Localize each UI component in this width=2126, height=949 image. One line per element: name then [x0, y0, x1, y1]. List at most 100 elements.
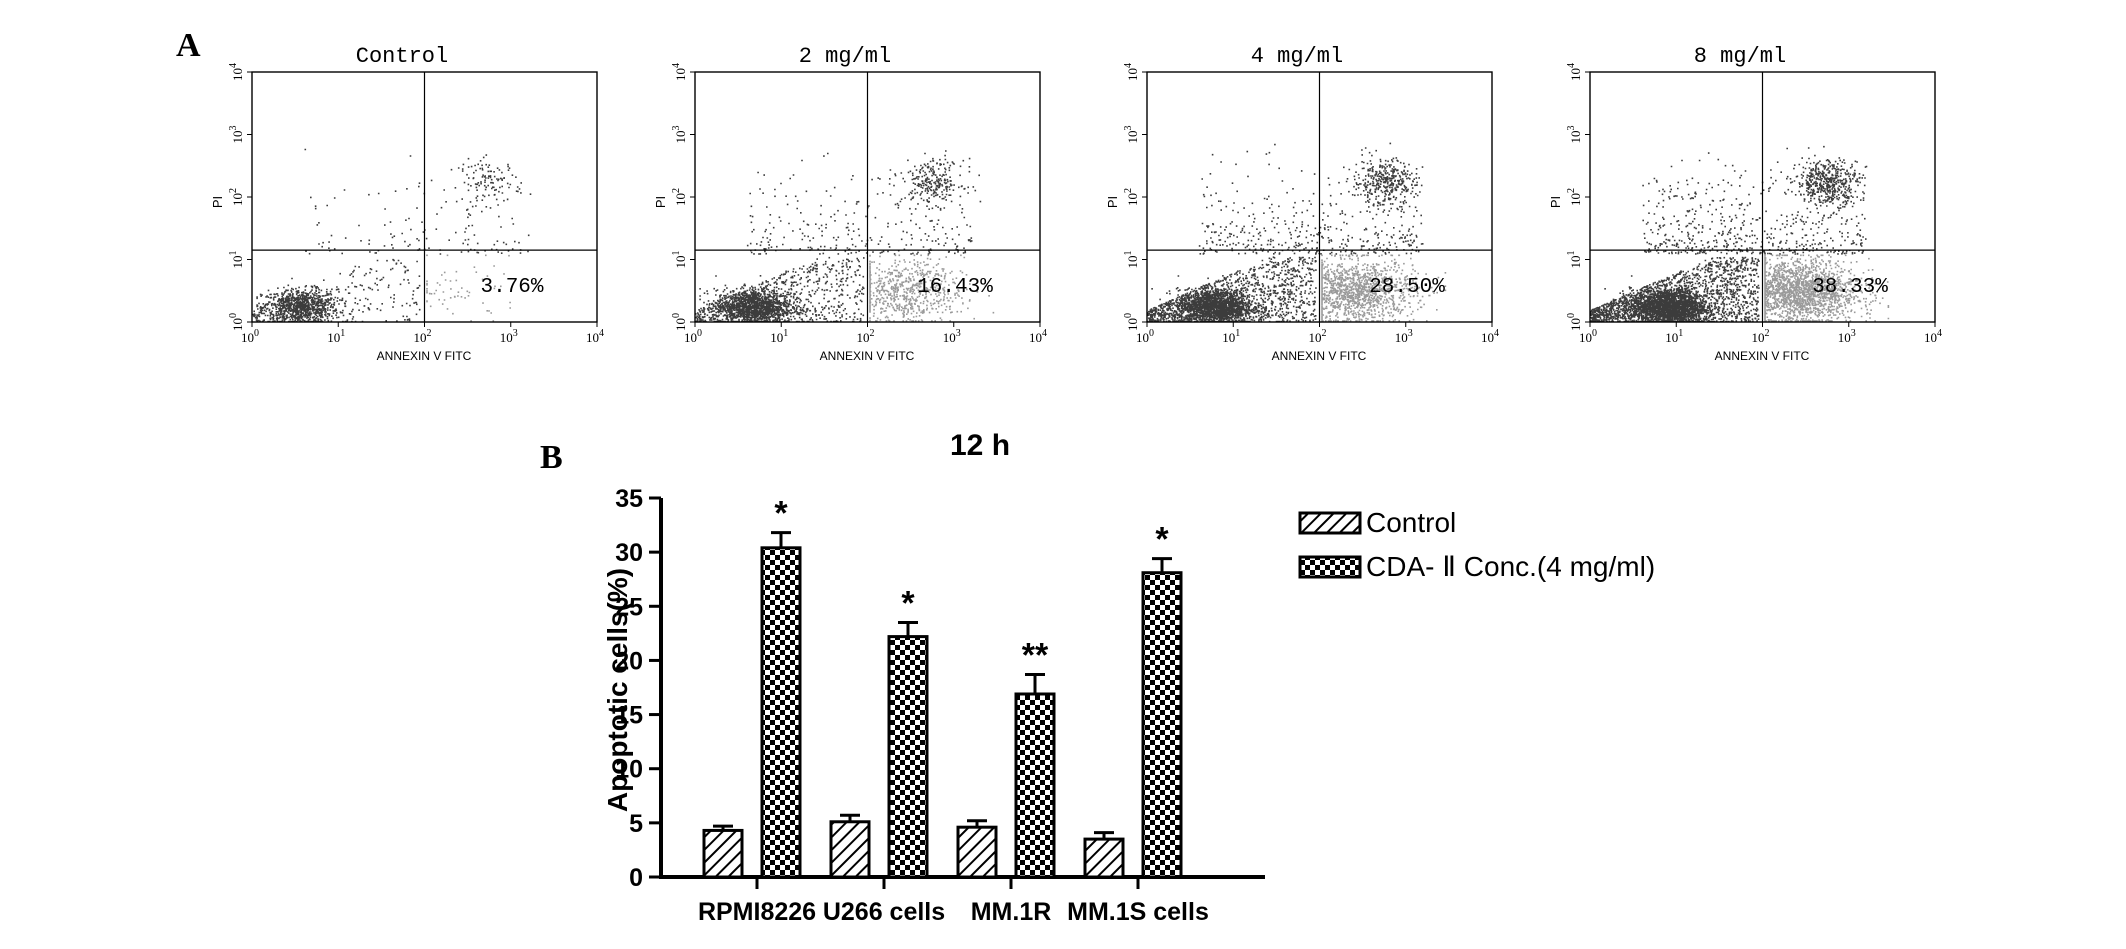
y-tick-label: 0 — [629, 864, 643, 892]
tick-base: 10 — [230, 318, 245, 331]
chart-title: 12 h — [950, 429, 1010, 462]
tick-exponent: 2 — [228, 188, 239, 193]
x-tick-label: 100 — [1136, 328, 1154, 345]
x-tick-label: 104 — [1029, 328, 1047, 345]
tick-exponent: 0 — [671, 313, 682, 318]
tick-base: 10 — [1568, 131, 1583, 144]
tick-base: 10 — [1309, 330, 1322, 345]
x-tick-label: 104 — [586, 328, 604, 345]
tick-base: 10 — [1125, 256, 1140, 269]
bar-control — [956, 825, 998, 879]
dark-dot-cloud — [1590, 145, 1868, 323]
y-tick-label: 100 — [228, 313, 245, 331]
bar-treated — [760, 546, 802, 879]
panel-b-bar-chart: 12 h Apoptotic cells(%) 0 5 10 15 20 25 30 35 RP… — [602, 429, 1655, 926]
x-tick-label: 103 — [500, 328, 518, 345]
tick-exponent: 4 — [1937, 328, 1942, 339]
tick-exponent: 1 — [1123, 251, 1134, 256]
significance-marker: * — [1155, 521, 1169, 559]
tick-exponent: 2 — [1322, 328, 1327, 339]
tick-base: 10 — [673, 256, 688, 269]
tick-exponent: 4 — [1042, 328, 1047, 339]
significance-marker: * — [901, 585, 915, 623]
tick-exponent: 2 — [1566, 188, 1577, 193]
tick-base: 10 — [414, 330, 427, 345]
bar-treated — [887, 635, 929, 879]
x-tick-label: 100 — [684, 328, 702, 345]
x-tick-label: 104 — [1481, 328, 1499, 345]
tick-exponent: 3 — [228, 126, 239, 131]
tick-base: 10 — [1125, 193, 1140, 206]
tick-base: 10 — [673, 318, 688, 331]
y-tick-label: 30 — [615, 539, 643, 567]
y-tick-label: 104 — [1123, 63, 1140, 81]
tick-exponent: 0 — [254, 328, 259, 339]
legend-swatch — [1298, 511, 1362, 535]
legend-label: CDA- Ⅱ Conc.(4 mg/ml) — [1366, 551, 1655, 582]
light-dot-cloud — [1764, 254, 1890, 322]
tick-exponent: 2 — [427, 328, 432, 339]
tick-exponent: 2 — [1123, 188, 1134, 193]
light-dot-cloud — [869, 254, 995, 322]
y-tick-label: 101 — [1566, 251, 1583, 269]
plot-title: 2 mg/ml — [799, 44, 891, 69]
x-tick-label: 101 — [327, 328, 345, 345]
tick-base: 10 — [770, 330, 783, 345]
tick-base: 10 — [1568, 318, 1583, 331]
y-tick-label: 103 — [1566, 126, 1583, 144]
legend-label: Control — [1366, 507, 1456, 538]
tick-exponent: 0 — [228, 313, 239, 318]
y-tick-label: 104 — [228, 63, 245, 81]
tick-exponent: 3 — [956, 328, 961, 339]
tick-exponent: 3 — [1123, 126, 1134, 131]
tick-exponent: 2 — [870, 328, 875, 339]
legend-swatch — [1298, 555, 1362, 579]
tick-base: 10 — [1222, 330, 1235, 345]
significance-marker: ** — [1022, 637, 1049, 675]
x-tick-label: 102 — [1752, 328, 1770, 345]
y-tick-label: 20 — [615, 647, 643, 675]
tick-base: 10 — [230, 193, 245, 206]
tick-base: 10 — [684, 330, 697, 345]
x-tick-label: 102 — [414, 328, 432, 345]
scatter-dots — [1147, 142, 1447, 323]
scatter-dots — [695, 150, 995, 323]
tick-base: 10 — [1568, 193, 1583, 206]
x-tick-label: 102 — [1309, 328, 1327, 345]
tick-base: 10 — [1838, 330, 1851, 345]
y-tick-label: 5 — [629, 810, 643, 838]
y-axis-label: Apoptotic cells(%) — [602, 568, 633, 812]
tick-exponent: 1 — [1566, 251, 1577, 256]
tick-base: 10 — [1665, 330, 1678, 345]
tick-base: 10 — [1125, 131, 1140, 144]
plot-title: 4 mg/ml — [1251, 44, 1343, 69]
y-tick-label: 103 — [671, 126, 688, 144]
percent-label: 3.76% — [480, 276, 543, 299]
tick-exponent: 0 — [1592, 328, 1597, 339]
tick-exponent: 1 — [340, 328, 345, 339]
bar-control — [702, 828, 744, 879]
x-axis-label: ANNEXIN V FITC — [377, 349, 472, 363]
x-tick-label: 101 — [1665, 328, 1683, 345]
bar-treated — [1014, 692, 1056, 879]
percent-label: 38.33% — [1812, 276, 1888, 299]
plot-title: 8 mg/ml — [1694, 44, 1786, 69]
tick-exponent: 1 — [783, 328, 788, 339]
tick-base: 10 — [230, 68, 245, 81]
plot-title: Control — [356, 44, 448, 69]
tick-exponent: 4 — [599, 328, 604, 339]
tick-exponent: 3 — [1566, 126, 1577, 131]
tick-exponent: 3 — [513, 328, 518, 339]
category-label: MM.1R — [971, 898, 1052, 926]
y-axis-label: PI — [1105, 196, 1120, 208]
significance-marker: * — [774, 495, 788, 533]
dark-dot-cloud — [695, 150, 982, 323]
y-tick-label: 101 — [671, 251, 688, 269]
scatter-dots — [252, 148, 532, 323]
x-axis-label: ANNEXIN V FITC — [1272, 349, 1367, 363]
tick-base: 10 — [230, 256, 245, 269]
tick-base: 10 — [500, 330, 513, 345]
